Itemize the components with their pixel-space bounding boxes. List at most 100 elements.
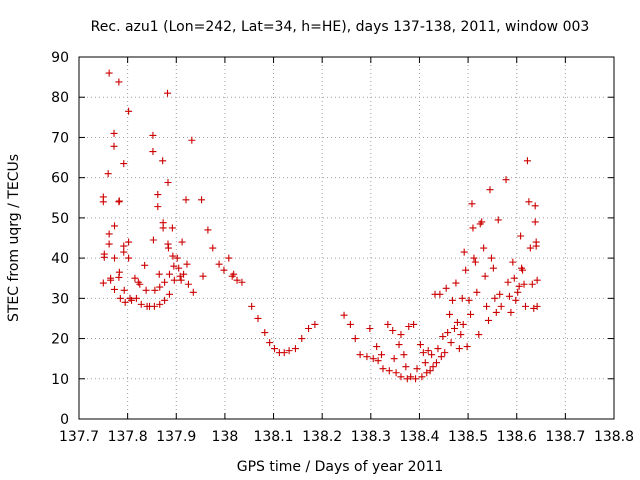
data-point (105, 69, 113, 77)
data-point (156, 283, 164, 291)
data-point (131, 274, 139, 282)
data-point (457, 331, 465, 339)
data-point (151, 286, 159, 294)
y-tick-label: 90 (51, 50, 69, 66)
data-point (397, 373, 405, 381)
data-point (125, 238, 133, 246)
data-point (521, 302, 529, 310)
data-point (107, 276, 115, 284)
data-point (397, 331, 405, 339)
data-point (132, 294, 140, 302)
x-tick-label: 138.6 (497, 429, 537, 445)
data-point (447, 339, 455, 347)
data-point (291, 345, 299, 353)
data-point (165, 270, 173, 278)
data-point (115, 78, 123, 86)
y-tick-label: 50 (51, 211, 69, 227)
y-tick-label: 60 (51, 171, 69, 187)
data-point (120, 160, 128, 168)
data-point (455, 345, 463, 353)
x-tick-label: 138.7 (545, 429, 585, 445)
data-point (439, 333, 447, 341)
data-point (505, 292, 513, 300)
data-point (363, 353, 371, 361)
data-point (105, 240, 113, 248)
data-point (517, 232, 525, 240)
data-point (475, 331, 483, 339)
data-point (120, 286, 128, 294)
data-point (366, 325, 374, 332)
data-point (175, 264, 183, 272)
data-point (149, 148, 157, 156)
data-point (100, 253, 108, 261)
data-point (120, 248, 128, 256)
data-point (340, 311, 348, 319)
data-point (531, 218, 539, 226)
plot-frame (78, 56, 615, 420)
data-point (159, 224, 167, 232)
data-point (183, 260, 191, 268)
y-axis-title: STEC from uqrg / TECUs (6, 154, 22, 322)
data-point (177, 276, 185, 284)
data-point (525, 198, 533, 206)
data-point (238, 278, 246, 286)
data-point (149, 131, 157, 139)
data-point (233, 276, 241, 284)
data-point (407, 373, 415, 381)
data-point (173, 254, 181, 262)
data-point (285, 347, 293, 355)
data-point (389, 327, 397, 335)
data-point (405, 322, 413, 330)
data-point (533, 276, 541, 284)
data-point (444, 329, 452, 337)
grid-lines (79, 57, 614, 419)
data-point (467, 310, 475, 318)
data-point (184, 280, 192, 288)
data-point (528, 280, 536, 288)
data-point (115, 197, 123, 205)
data-point (136, 280, 144, 288)
x-tick-label: 138.5 (448, 429, 488, 445)
data-point (164, 178, 172, 186)
data-point (502, 176, 510, 184)
data-point (460, 248, 468, 256)
data-point (432, 359, 440, 367)
data-point (182, 196, 190, 204)
y-tick-label: 20 (51, 332, 69, 348)
data-point (519, 266, 527, 274)
data-point (469, 224, 477, 232)
axis-ticks: 137.7 137.8 137.9 138 138.1 138.2 138.3 138.4 13… (51, 50, 634, 445)
data-point (180, 270, 188, 278)
data-point (483, 302, 491, 310)
data-point (497, 302, 505, 310)
data-point (154, 191, 162, 199)
data-point (346, 320, 354, 328)
x-tick-label: 138.8 (594, 429, 634, 445)
data-point (178, 238, 186, 246)
data-point (436, 290, 444, 298)
data-point (402, 363, 410, 371)
data-point (419, 349, 427, 357)
data-point (494, 216, 502, 224)
data-point (426, 367, 434, 375)
data-point (155, 270, 163, 278)
data-point (390, 355, 398, 363)
data-point (453, 318, 461, 326)
data-point (128, 296, 136, 304)
data-point (429, 363, 437, 371)
data-point (416, 341, 424, 349)
data-point (428, 351, 436, 359)
data-point (215, 260, 223, 268)
data-point (189, 288, 197, 296)
data-point (452, 279, 460, 287)
data-point (99, 198, 107, 206)
x-tick-label: 138 (212, 429, 239, 445)
x-tick-label: 137.8 (108, 429, 148, 445)
data-point (509, 258, 517, 266)
data-point (142, 286, 150, 294)
data-point (188, 136, 196, 144)
y-tick-label: 0 (60, 412, 69, 428)
data-point (115, 273, 123, 281)
data-point (468, 200, 476, 208)
data-point (266, 339, 274, 347)
